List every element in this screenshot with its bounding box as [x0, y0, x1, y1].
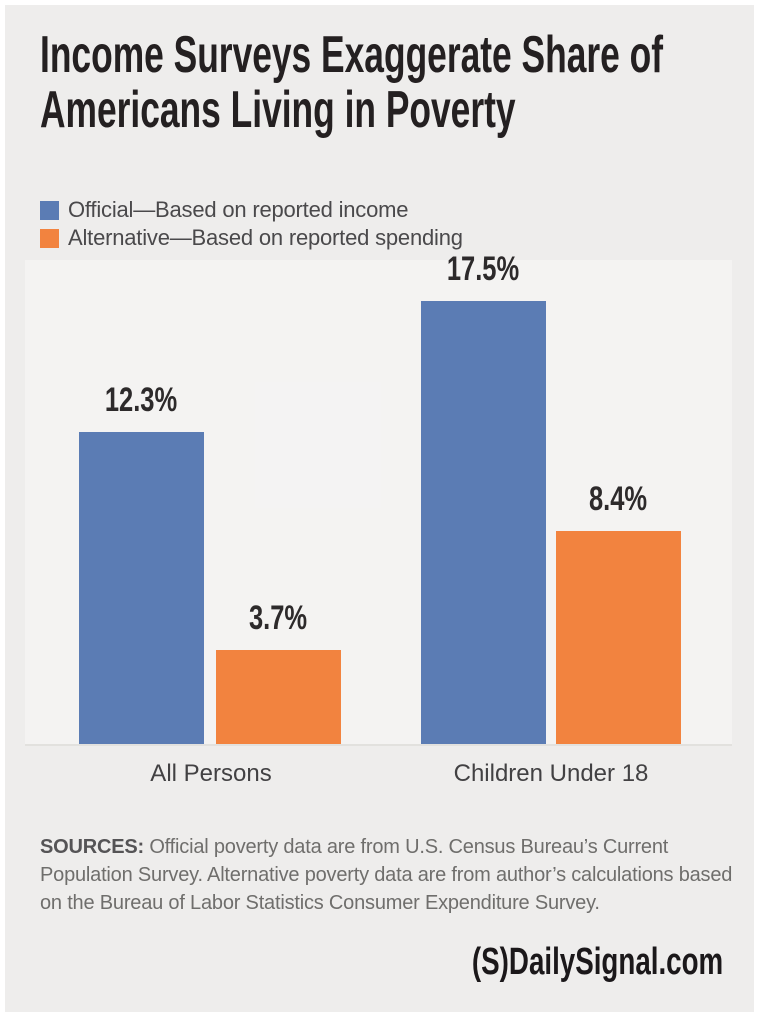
bar-value-label-official-all-persons: 12.3%	[104, 381, 178, 419]
sources-label: SOURCES:	[40, 836, 144, 858]
bar-value-label-official-children: 17.5%	[446, 250, 520, 288]
bar-alternative-children	[556, 531, 681, 744]
category-label-all-persons: All Persons	[150, 760, 272, 787]
legend-label-official: Official—Based on reported income	[68, 197, 409, 222]
sources-text: Official poverty data are from U.S. Cens…	[40, 836, 733, 914]
dailysignal-logo-text: DailySignal.com	[508, 941, 723, 983]
sources-note: SOURCES: Official poverty data are from …	[40, 833, 740, 917]
bar-value-label-alternative-all-persons: 3.7%	[248, 599, 308, 637]
legend-label-alternative: Alternative—Based on reported spending	[68, 225, 463, 250]
category-label-children-under-18: Children Under 18	[453, 760, 649, 787]
legend-swatch-orange-icon	[40, 228, 59, 248]
dailysignal-logo: (S)DailySignal.com	[472, 941, 723, 984]
bar-official-children	[421, 301, 546, 744]
legend-swatch-blue-icon	[40, 200, 59, 220]
bar-chart-plot-area: 12.3% 3.7% 17.5% 8.4%	[0, 230, 757, 746]
chart-legend: Official—Based on reported income Altern…	[40, 196, 463, 252]
chart-title-line-1: Income Surveys Exaggerate Share of	[40, 26, 663, 84]
bar-value-label-alternative-children: 8.4%	[588, 480, 648, 518]
bar-alternative-all-persons	[216, 650, 341, 744]
dailysignal-logo-mark-icon: (S)	[471, 941, 509, 983]
x-axis-labels: All Persons Children Under 18	[0, 760, 757, 796]
legend-item-alternative: Alternative—Based on reported spending	[40, 224, 463, 252]
bar-official-all-persons	[79, 432, 204, 744]
x-axis-line	[25, 744, 732, 746]
chart-title: Income Surveys Exaggerate Share of Ameri…	[40, 28, 757, 138]
chart-title-line-2: Americans Living in Poverty	[40, 81, 516, 139]
legend-item-official: Official—Based on reported income	[40, 196, 463, 224]
